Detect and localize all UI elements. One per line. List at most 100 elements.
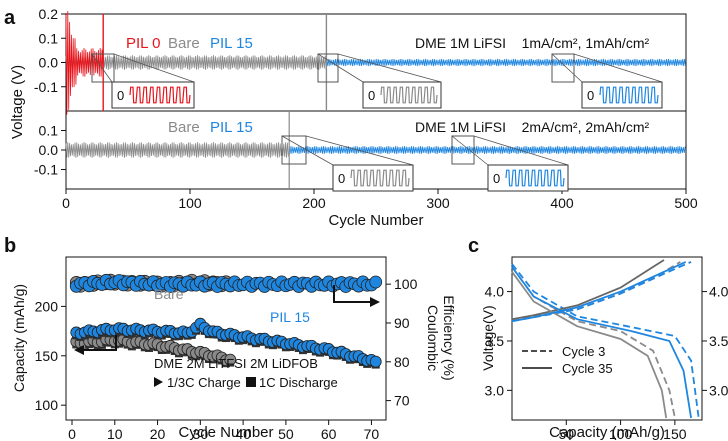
label-pil15-b: PIL 15 [270, 309, 310, 325]
inset-pil0-top-source-box [91, 53, 115, 83]
curve-pil-15-cycle-3-charge [511, 261, 692, 323]
inset-bare-top-source-box [317, 53, 339, 83]
inset-bare-top-waveform [380, 86, 438, 104]
inset-pil15-bottom-source-box [451, 135, 475, 165]
inset-pil0-top-zoom-line-1 [91, 53, 113, 83]
x-axis-label-c: Capacity (mAh/g) [549, 424, 665, 441]
inset-pil15-bottom-waveform [505, 169, 565, 187]
panel-a-bottom-series [65, 111, 686, 189]
inset-pil15-bottom-zoom-line-1 [451, 135, 489, 166]
y-top-tick-label-3: 0.2 [39, 6, 59, 22]
y-tick-label-c-left-2: 4.0 [485, 284, 505, 300]
curve-pil-15-cycle-35-charge [511, 261, 687, 323]
x-tick-label-b-2: 20 [150, 426, 166, 441]
y-axis-label-c: Voltage(V) [480, 305, 496, 370]
x-axis-label-a: Cycle Number [328, 212, 423, 229]
y-top-tick-label-0: -0.1 [34, 79, 58, 95]
x-tick-label-a-5: 500 [674, 195, 698, 211]
x-tick-label-c-1: 100 [609, 426, 633, 441]
legend-cycle3: Cycle 3 [562, 344, 605, 359]
y-bottom-tick-label-1: 0.0 [39, 142, 59, 158]
inset-bare-bottom-zero-label: 0 [338, 171, 345, 186]
y-tick-label-c-right-1: 3.5 [709, 333, 728, 349]
panel-b-ticks: 0 10 20 30 40 50 60 70 100 150 200 70 80 90 100 [35, 276, 418, 441]
capacity-point-bare-37 [224, 353, 237, 366]
panel-b: 0 10 20 30 40 50 60 70 100 150 200 70 80 90 100 Bare P… [11, 256, 457, 441]
y-tick-label-c-right-2: 4.0 [709, 284, 728, 300]
inset-pil15-bottom-zoom-line-2 [473, 135, 569, 166]
legend-bare-top: Bare [168, 35, 200, 52]
inset-bare-top-zoom-line-1 [317, 53, 364, 83]
panel-c: 50 100 150 3.0 3.0 3.5 3.5 4.0 4.0 Voltage(V) Ca… [480, 256, 728, 441]
x-tick-label-b-1: 10 [107, 426, 123, 441]
inset-bare-bottom-zoom-line-1 [281, 135, 334, 166]
left-arrow-head-icon [74, 345, 84, 355]
y-tick-label-b-1: 150 [35, 348, 59, 364]
x-tick-label-b-4: 40 [235, 426, 251, 441]
panel-a-ticks: 0 100 200 300 400 500 -0.1 0.0 0.1 0.2 -0.1 0.0 0.1 [34, 6, 698, 211]
panel-c-ticks: 50 100 150 3.0 3.0 3.5 3.5 4.0 4.0 [485, 284, 728, 441]
ce-point-pil15-71 [369, 275, 383, 289]
series-bare-bottom [65, 142, 289, 158]
panel-c-frame [511, 256, 703, 421]
curve-pil-15-cycle-3-discharge [511, 263, 700, 419]
curve-bare-cycle-35-discharge [511, 271, 668, 419]
x-tick-label-b-0: 0 [68, 426, 76, 441]
x-tick-label-b-7: 70 [364, 426, 380, 441]
x-tick-label-a-4: 400 [550, 195, 574, 211]
y2-axis-label-b: Coulombic Efficiency (%) [425, 295, 457, 380]
inset-pil15-top-zoom-line-2 [573, 53, 663, 83]
panel-label-b: b [4, 235, 16, 257]
x-tick-label-a-3: 300 [426, 195, 450, 211]
curve-bare-cycle-35-charge [511, 259, 665, 321]
inset-bare-top-zoom-line-2 [337, 53, 442, 83]
y-bottom-tick-label-2: 0.1 [39, 123, 59, 139]
inset-pil0-top-zoom-line-2 [113, 53, 195, 83]
panel-b-frame [65, 256, 387, 421]
y2-tick-label-b-1: 80 [394, 354, 410, 370]
inset-bare-top-zero-label: 0 [368, 88, 375, 103]
curve-pil-15-cycle-35-discharge [511, 266, 692, 419]
inset-pil15-bottom-zero-label: 0 [493, 171, 500, 186]
y-tick-label-c-left-0: 3.0 [485, 382, 505, 398]
y-bottom-tick-label-0: -0.1 [34, 162, 58, 178]
x-tick-label-b-6: 60 [321, 426, 337, 441]
inset-pil15-top-zero-label: 0 [587, 88, 594, 103]
capacity-point-pil15-71 [369, 355, 382, 368]
y2-label-line-2: Efficiency (%) [441, 295, 457, 380]
x-tick-label-a-2: 200 [302, 195, 326, 211]
discharge-square-icon [246, 377, 256, 387]
y-tick-label-c-right-0: 3.0 [709, 382, 728, 398]
x-tick-label-a-1: 100 [178, 195, 202, 211]
y-tick-label-b-0: 100 [35, 397, 59, 413]
label-bare-b: Bare [154, 286, 184, 302]
inset-bare-bottom-zoom-line-2 [305, 135, 414, 166]
legend-pil15-top: PIL 15 [210, 35, 253, 52]
legend-pil0-top: PIL 0 [126, 35, 160, 52]
panel-label-c: c [468, 235, 479, 257]
annotation-b-electrolyte: DME 2M LiTFSI 2M LiDFOB [154, 356, 318, 371]
inset-pil15-top-waveform [599, 86, 659, 104]
legend-charge: 1/3C Charge [167, 375, 241, 390]
panel-b-series [69, 273, 383, 369]
panel-label-a: a [4, 7, 16, 29]
y-axis-label-b: Capacity (mAh/g) [11, 284, 27, 392]
panel-c-series [511, 259, 700, 419]
x-axis-label-b: Cycle Number [178, 424, 273, 441]
inset-pil0-top-waveform [129, 86, 191, 104]
left-axis-arrow [80, 335, 117, 351]
charge-triangle-icon [154, 377, 163, 387]
annotation-a-bottom: DME 1M LiFSI 2mA/cm², 2mAh/cm² [415, 119, 649, 135]
panel-a: 0 100 200 300 400 500-0.10.00.10.2-0.10.00.1 … [9, 6, 698, 229]
annotation-a-top: DME 1M LiFSI 1mA/cm², 1mAh/cm² [415, 35, 649, 51]
y-axis-label-a: Voltage (V) [9, 65, 26, 139]
series-pil15-bottom [288, 146, 686, 154]
y-top-tick-label-2: 0.1 [39, 30, 59, 46]
y-tick-label-b-2: 200 [35, 298, 59, 314]
curve-bare-cycle-3-discharge [511, 266, 676, 419]
x-tick-label-b-3: 30 [193, 426, 209, 441]
y2-label-line-1: Coulombic [425, 305, 441, 371]
panel-a-insets: 0 0 0 0 0 [91, 53, 663, 192]
curve-bare-cycle-3-charge [511, 261, 681, 321]
